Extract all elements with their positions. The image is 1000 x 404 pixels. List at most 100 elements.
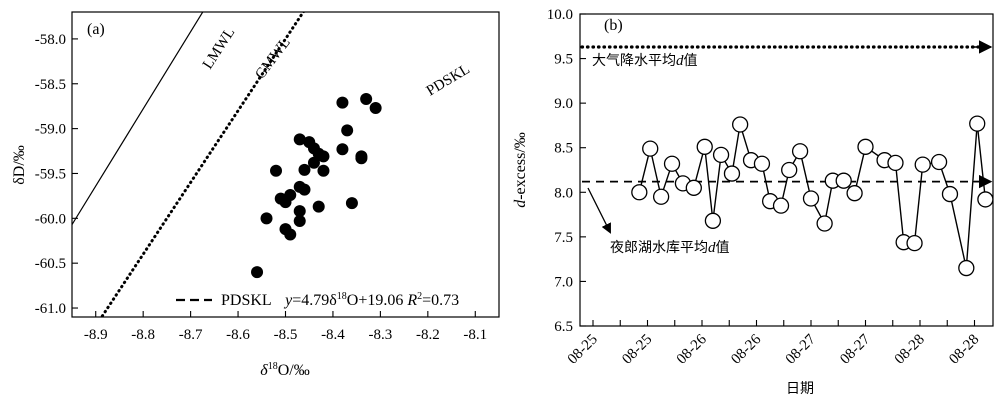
x-tick-label: -8.6 [226,327,250,343]
scatter-point [298,183,311,196]
precip-mean-label: 大气降水平均d值 [592,53,698,69]
scatter-point [336,143,349,156]
panel-a-label: (a) [87,21,105,38]
panel-b-ylabel-d: d [512,199,529,208]
x-tick-label: 08-25 [565,332,601,368]
series-point [958,259,975,277]
panel-b-timeseries: 08-25 08-25 08-26 08-26 08-27 08-27 08-28 08-28… [512,7,994,397]
series-point [906,234,923,252]
panel-b-y-ticks: 6.5 7.0 7.5 8.0 8.5 9.0 9.5 10.0 [547,7,586,335]
series-point [663,155,681,172]
precip-mean-label-suffix: 值 [684,53,698,69]
y-tick-label: 7.0 [554,274,573,290]
y-tick-label: -60.0 [35,211,66,227]
line-label-pdskl: PDSKL [424,61,473,99]
panel-b-x-ticks: 08-25 08-25 08-26 08-26 08-27 08-27 08-28 08-28 [565,320,982,368]
series-point [969,115,986,132]
series-point [723,165,741,182]
panel-a-xlabel-rest: O/‰ [278,362,310,379]
scatter-point [293,133,306,146]
series-point [835,172,852,189]
scatter-point [312,200,325,213]
panel-a-xlabel-delta: δ [260,362,268,379]
scatter-point [345,197,358,210]
y-tick-label: 8.5 [554,141,573,157]
scatter-point [293,215,306,228]
panel-b-frame [579,13,994,327]
legend-eq-y: y [283,292,293,309]
y-tick-label: -59.0 [35,122,66,138]
scatter-point [307,156,320,169]
series-point [631,184,648,201]
x-tick-label: -8.3 [369,327,393,343]
reservoir-mean-label: 夜郎湖水库平均d值 [610,240,730,256]
x-tick-label: 08-26 [728,331,764,367]
panel-a-x-ticks: -8.9 -8.8 -8.7 -8.6 -8.5 -8.4 -8.3 -8.2 -8.1 [84,311,487,343]
panel-a-xlabel-sup: 18 [268,361,278,372]
reservoir-mean-label-d: d [708,240,716,256]
y-tick-label: 8.0 [554,185,573,201]
series-point [857,138,874,155]
reservoir-mean-label-suffix: 值 [716,240,730,256]
legend-eq-intercept: O+19.06 [347,292,408,309]
scatter-point [284,228,297,241]
panel-a-y-ticks: -61.0 -60.5 -60.0 -59.5 -59.0 -58.5 -58.0 [35,32,78,317]
line-label-lmwl: LMWL [200,25,238,72]
scatter-point [336,96,349,109]
panel-a-line-labels: LMWL GMWL PDSKL [200,25,473,99]
y-tick-label: -60.5 [35,256,66,272]
x-tick-label: -8.7 [179,327,203,343]
panel-a-regression-lines [72,12,306,317]
scatter-point [298,163,311,176]
reservoir-mean-arrow [587,187,611,234]
legend-eq-sup18: 18 [337,291,347,302]
series-point [846,185,863,202]
panel-a-xlabel: δ18O/‰ [260,361,309,379]
scatter-point [369,101,382,114]
panel-b-label: (b) [604,17,623,34]
series-point [753,155,771,172]
x-tick-label: -8.5 [274,327,298,343]
x-tick-label: -8.9 [84,327,108,343]
scatter-point [317,150,330,163]
x-tick-label: 08-28 [946,332,982,368]
scatter-point [260,212,273,225]
series-point [696,138,713,155]
x-tick-label: -8.2 [416,327,440,343]
series-point [772,197,790,214]
series-point [791,143,809,160]
panel-b-ylabel: d-excess/‰ [512,132,529,208]
series-point [781,161,798,179]
scatter-point [293,205,306,218]
series-point [685,179,702,196]
y-tick-label: 9.0 [554,96,573,112]
x-tick-label: 08-28 [892,332,928,368]
reservoir-mean-label-prefix: 夜郎湖水库平均 [610,240,708,256]
legend-label-text: PDSKL [221,292,271,309]
x-tick-label: -8.4 [321,327,345,343]
series-point [941,185,959,203]
line-gmwl [99,12,306,317]
y-tick-label: -59.5 [35,166,66,182]
line-lmwl [72,12,204,225]
legend-label: PDSKL y=4.79δ18O+19.06 R2=0.73 [221,291,459,309]
panel-a-ylabel: δD/‰ [11,145,28,185]
panel-b-series [631,115,994,277]
scatter-point [360,93,373,106]
series-point [887,154,904,172]
scatter-point [317,164,330,177]
scatter-point [270,164,283,177]
x-tick-label: 08-26 [674,331,710,367]
y-tick-label: 7.5 [554,230,573,246]
scatter-point [284,189,297,201]
panel-a-points [251,93,382,279]
legend-eq-r2value: =0.73 [422,292,459,309]
y-tick-label: -61.0 [35,301,66,317]
series-point [977,191,994,208]
panel-b-xlabel: 日期 [786,381,814,397]
y-tick-label: 9.5 [554,52,573,68]
series-point [802,190,820,207]
y-tick-label: 6.5 [554,319,573,335]
panel-a-legend: PDSKL y=4.79δ18O+19.06 R2=0.73 [176,291,459,309]
